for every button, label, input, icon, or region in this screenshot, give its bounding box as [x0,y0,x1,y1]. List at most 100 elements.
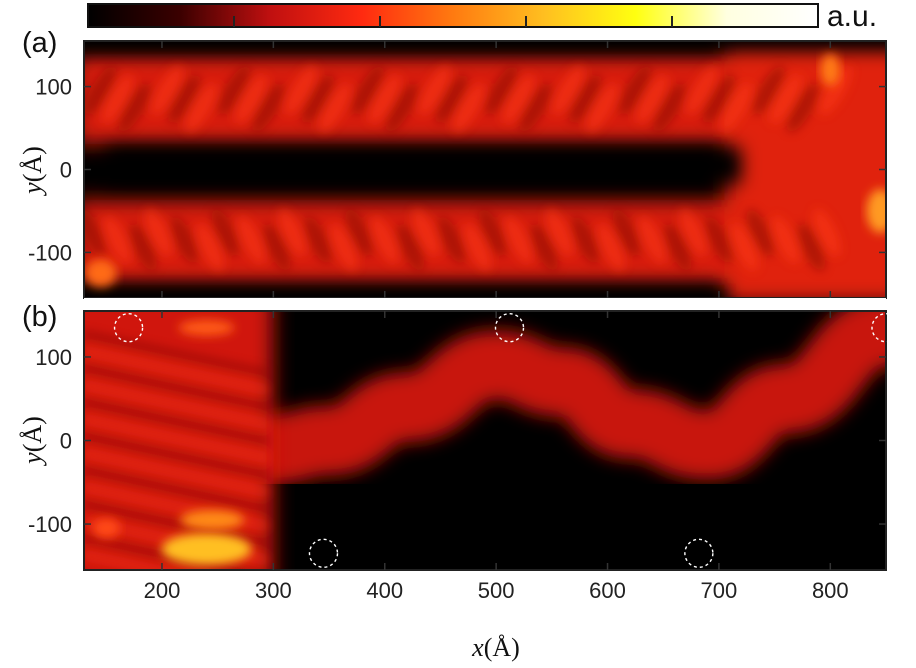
heatmap-streak [252,83,285,133]
heatmap-streak [485,65,518,116]
panel-a: 100 0 -100 (a) y(Å) [18,27,887,299]
panel-b-axes: 200 300 400 500 600 700 800 100 0 -100 [28,311,886,603]
heatmap-streak [502,74,535,124]
heatmap-streak [396,223,425,272]
heatmap-streak [103,216,132,264]
heatmap-streak [170,216,198,264]
heatmap-stripe [84,331,270,377]
heatmap-stripe [84,382,270,428]
x-tick-label: 400 [366,578,403,603]
heatmap-streak [569,74,602,124]
panel-a-axes: 100 0 -100 [28,41,886,298]
heatmap-streak [813,208,841,257]
heatmap-streak [769,74,802,124]
colorbar-gradient [87,3,819,28]
heatmap-streak [819,65,852,116]
heatmap-streak [720,83,753,133]
heatmap-streak [705,216,733,264]
heatmap-hotspot [178,319,235,336]
heatmap-streak [211,208,240,257]
heatmap-streak [235,74,268,124]
y-tick-label: 100 [35,75,72,100]
panel-a-heatmap [84,41,886,298]
y-tick-label: 100 [35,345,72,370]
heatmap-streak [545,208,574,257]
heatmap-streak [371,216,399,264]
heatmap-streak [278,208,306,257]
y-tick-label: -100 [28,240,72,265]
heatmap-streak [437,216,466,264]
heatmap-streak [284,65,317,116]
heatmap-stripe [84,365,270,411]
heatmap-top-edge [84,41,886,51]
heatmap-streak [479,208,507,257]
panel-b-heatmap [84,311,886,570]
heatmap-stripe [84,467,270,513]
heatmap-hotspot [161,533,252,566]
x-tick-label: 700 [701,578,738,603]
heatmap-streak [237,216,265,264]
x-tick-label: 300 [255,578,292,603]
y-tick-label: 0 [60,429,72,454]
x-tick-label: 200 [144,578,181,603]
heatmap-streak [452,83,485,133]
heatmap-hotspot [866,188,886,233]
heatmap-streak [263,223,291,272]
heatmap-streak [319,83,352,133]
heatmap-streak [638,216,666,264]
heatmap-streak [301,74,334,124]
panel-a-label: (a) [22,27,57,59]
heatmap-streak [217,65,250,116]
panel-a-texture [84,65,852,272]
heatmap-streak [144,208,173,257]
heatmap-streak [530,223,558,272]
dashed-circle-marker [308,538,339,568]
heatmap-streak [519,83,552,133]
heatmap-streak [787,83,820,133]
y-tick-label: 0 [60,158,72,183]
heatmap-hotspot [180,509,245,530]
heatmap-streak [746,208,774,257]
heatmap-streak [304,216,332,264]
heatmap-streak [185,83,218,133]
heatmap-streak [101,74,134,124]
heatmap-streak [84,65,117,116]
heatmap-streak [797,223,826,272]
panel-a-ylabel: y(Å) [18,146,47,197]
heatmap-streak [612,208,641,257]
heatmap-hotspot [820,54,841,87]
heatmap-stripe [84,348,270,394]
heatmap-streak [685,65,718,116]
heatmap-streak [435,74,468,124]
heatmap-streak [463,223,491,272]
heatmap-stripe [84,416,270,462]
panel-b-label: (b) [22,301,57,333]
heatmap-dark-gap [106,147,742,184]
heatmap-streak [386,83,419,133]
heatmap-streak [730,223,759,272]
heatmap-streak [551,65,584,116]
heatmap-streak [345,208,373,257]
heatmap-streak [772,216,800,264]
heatmap-stripe [84,552,270,570]
x-tick-label: 500 [478,578,515,603]
heatmap-streak [368,74,401,124]
heatmap-hotspot [84,259,117,288]
heatmap-streak [168,74,201,124]
panel-b-texture [84,331,270,570]
heatmap-streak [664,223,692,272]
heatmap-streak [418,65,451,116]
dashed-circle-marker [684,538,714,568]
panel-a-gap [84,41,886,298]
heatmap-bottom-edge [84,286,725,298]
heatmap-streak [653,83,686,133]
heatmap-streak [196,223,224,272]
heatmap-streak [329,223,358,272]
heatmap-streak [118,83,151,133]
heatmap-streak [129,223,157,272]
colorbar: a.u. [87,0,877,33]
heatmap-wavy-band [238,311,886,484]
heatmap-streak [679,208,707,257]
x-tick-label: 600 [589,578,626,603]
